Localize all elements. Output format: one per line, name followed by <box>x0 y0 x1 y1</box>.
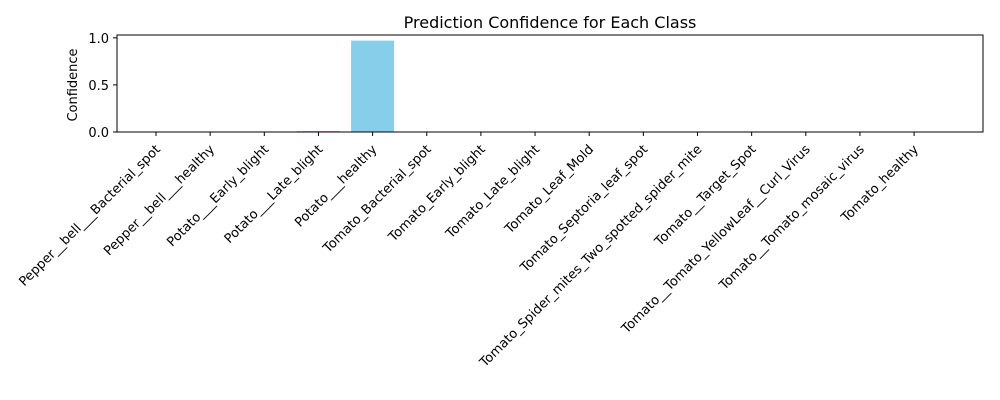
y-axis-label: Confidence <box>66 48 81 121</box>
chart-title: Prediction Confidence for Each Class <box>404 13 697 32</box>
x-tick-label-1: Pepper__bell___healthy <box>101 142 218 259</box>
x-tick-label-8: Tomato_Leaf_Mold <box>502 142 597 237</box>
x-tick-label-12: Tomato__Tomato_YellowLeaf__Curl_Virus <box>618 142 813 337</box>
x-tick-label-5: Tomato_Bacterial_spot <box>320 142 435 257</box>
y-tick-label-0: 0.0 <box>88 126 109 141</box>
x-tick-label-3: Potato___Late_blight <box>222 142 327 247</box>
y-tick-label-2: 1.0 <box>88 32 109 47</box>
bar-4 <box>351 40 395 133</box>
x-axis: Pepper__bell___Bacterial_spotPepper__bel… <box>16 132 922 371</box>
bars-group <box>296 40 395 133</box>
x-tick-label-7: Tomato_Late_blight <box>443 142 543 242</box>
y-tick-label-1: 0.5 <box>88 79 109 94</box>
y-axis: 0.0 0.5 1.0 <box>88 32 117 141</box>
plot-frame <box>116 34 984 133</box>
x-tick-label-11: Tomato__Target_Spot <box>652 142 760 250</box>
x-tick-label-2: Potato___Early_blight <box>164 142 272 250</box>
x-tick-label-6: Tomato_Early_blight <box>385 142 488 245</box>
